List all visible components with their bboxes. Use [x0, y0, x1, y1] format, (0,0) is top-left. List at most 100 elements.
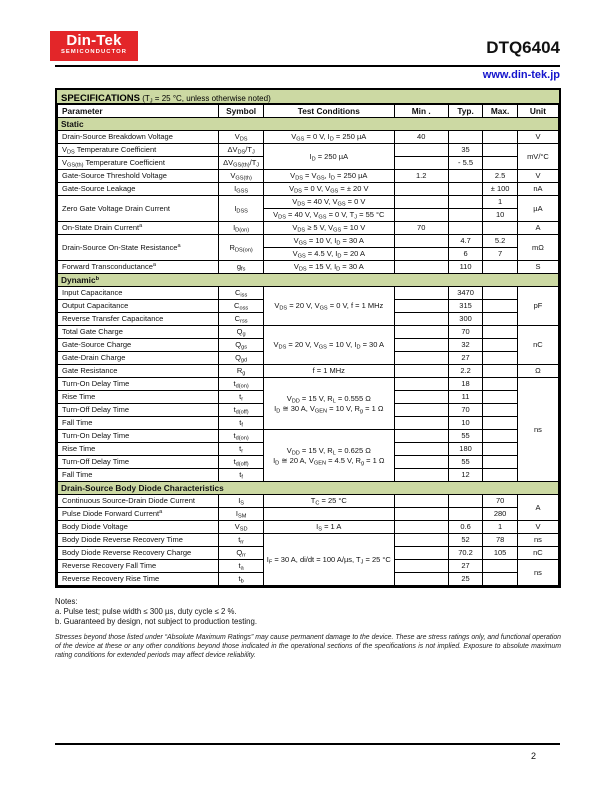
cell-unit: pF [516, 286, 560, 326]
section-header-row: Dynamicb [57, 273, 559, 287]
specifications-table: Parameter Symbol Test Conditions Min . T… [56, 104, 560, 586]
cell-symbol: tr [218, 390, 264, 404]
cell-max [482, 260, 518, 274]
column-header-parameter: Parameter [56, 104, 220, 118]
cell-typ [447, 182, 484, 196]
cell-parameter: Drain-Source On-State Resistancea [56, 234, 220, 261]
cell-unit: nA [516, 182, 560, 196]
cell-typ: 315 [447, 299, 484, 313]
cell-parameter: Drain-Source Breakdown Voltage [56, 130, 220, 144]
cell-typ: 25 [447, 572, 484, 586]
cell-typ: 70 [447, 403, 484, 417]
cell-typ: 70 [447, 325, 484, 339]
table-row: VGS(th) Temperature Coefficient ΔVGS(th)/… [56, 156, 559, 170]
table-row: Reverse Recovery Rise Time tb 25 [56, 572, 559, 586]
table-row: Turn-On Delay Time td(on) VDD = 15 V, RL =… [56, 377, 560, 482]
cell-symbol: td(on) [218, 377, 264, 391]
cell-max [482, 403, 518, 417]
cell-typ: 27 [447, 351, 484, 365]
cell-typ [447, 507, 484, 521]
cell-min [393, 455, 449, 469]
table-row: Forward Transconductancea gfs VDS = 15 V, … [56, 260, 560, 274]
table-row: Fall Time tf 10 [56, 416, 559, 430]
cell-symbol: Coss [218, 299, 264, 313]
cell-typ: 4.7 [447, 234, 484, 248]
cell-max [482, 364, 518, 378]
cell-parameter: Turn-On Delay Time [56, 429, 220, 443]
cell-symbol: IGSS [218, 182, 264, 196]
cell-parameter: Body Diode Voltage [56, 520, 220, 534]
cell-typ: 11 [447, 390, 484, 404]
website-link[interactable]: www.din-tek.jp [482, 69, 560, 81]
cell-symbol: ta [218, 559, 264, 573]
cell-max [482, 442, 518, 456]
cell-min [393, 325, 449, 339]
cell-symbol: RDS(on) [218, 234, 264, 261]
cell-typ: 55 [447, 429, 484, 443]
table-row: Continuous Source-Drain Diode Current IS T… [56, 494, 560, 521]
section-label: Drain-Source Body Diode Characteristics [57, 481, 559, 495]
column-header-max: Max. [482, 104, 518, 118]
table-row: On-State Drain Currenta ID(on) VDS ≥ 5 V, … [56, 221, 560, 235]
cell-min [393, 442, 449, 456]
cell-test-conditions: IS = 1 A [262, 520, 395, 534]
cell-max: 5.2 [482, 234, 518, 248]
table-row: Fall Time tf 12 [56, 468, 559, 482]
specifications-title-bar: SPECIFICATIONS (TJ = 25 °C, unless other… [57, 90, 559, 104]
cell-min [393, 338, 449, 352]
cell-max [482, 299, 518, 313]
cell-parameter: Reverse Recovery Rise Time [56, 572, 220, 586]
cell-test-conditions: VDS ≥ 5 V, VGS = 10 V [262, 221, 395, 235]
din-tek-logo: Din-Tek SEMICONDUCTOR [50, 31, 138, 61]
cell-symbol: ISM [218, 507, 264, 521]
cell-typ: 3470 [447, 286, 484, 300]
cell-max [482, 312, 518, 326]
cell-unit: Ω [516, 364, 560, 378]
column-header-min: Min . [393, 104, 449, 118]
cell-parameter: VGS(th) Temperature Coefficient [56, 156, 220, 170]
cell-unit: A [516, 221, 560, 235]
page-number: 2 [530, 751, 536, 761]
cell-min [393, 364, 449, 378]
cell-parameter: Gate Resistance [56, 364, 220, 378]
cell-min [393, 247, 449, 261]
notes-heading: Notes: [55, 597, 78, 606]
section-label: Dynamicb [57, 273, 559, 287]
cell-min [393, 260, 449, 274]
table-row: VDS Temperature Coefficient ΔVDS/TJ ID = 2… [56, 143, 560, 170]
cell-symbol: ΔVDS/TJ [218, 143, 264, 157]
cell-min [393, 559, 449, 573]
cell-typ: 300 [447, 312, 484, 326]
table-row: Body Diode Reverse Recovery Time trr IF = … [56, 533, 560, 586]
table-row: Turn-Off Delay Time td(off) 55 [56, 455, 559, 469]
cell-parameter: Body Diode Reverse Recovery Time [56, 533, 220, 547]
cell-symbol: VSD [218, 520, 264, 534]
table-row: Drain-Source Breakdown Voltage VDS VGS = 0… [56, 130, 560, 144]
cell-unit: S [516, 260, 560, 274]
cell-symbol: trr [218, 533, 264, 547]
cell-symbol: Qrr [218, 546, 264, 560]
cell-min: 40 [393, 130, 449, 144]
cell-symbol: td(off) [218, 455, 264, 469]
cell-max [482, 221, 518, 235]
table-row: Input Capacitance Ciss VDS = 20 V, VGS = 0… [56, 286, 560, 326]
cell-typ: 35 [447, 143, 484, 157]
cell-symbol: IS [218, 494, 264, 508]
notes-block: Notes: a. Pulse test; pulse width ≤ 300 … [55, 597, 561, 627]
cell-symbol: ΔVGS(th)/TJ [218, 156, 264, 170]
cell-symbol: Crss [218, 312, 264, 326]
cell-parameter: Gate-Drain Charge [56, 351, 220, 365]
cell-unit: ns [516, 533, 560, 547]
cell-max [482, 390, 518, 404]
cell-parameter: Output Capacitance [56, 299, 220, 313]
cell-min [393, 143, 449, 157]
cell-symbol: td(off) [218, 403, 264, 417]
cell-symbol: Rg [218, 364, 264, 378]
cell-typ [447, 169, 484, 183]
cell-max [482, 351, 518, 365]
cell-parameter: Fall Time [56, 468, 220, 482]
note-b: b. Guaranteed by design, not subject to … [55, 617, 257, 626]
cell-max: 1 [482, 195, 518, 209]
cell-parameter: VDS Temperature Coefficient [56, 143, 220, 157]
cell-min [393, 416, 449, 430]
